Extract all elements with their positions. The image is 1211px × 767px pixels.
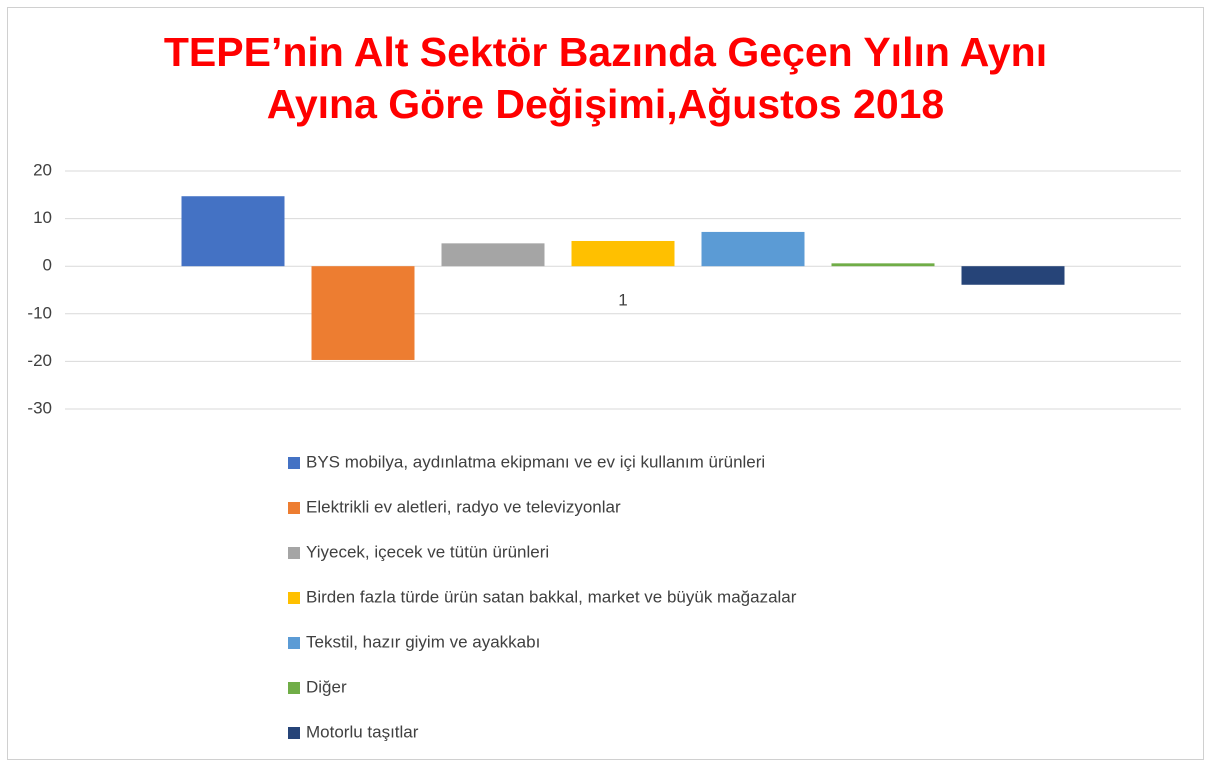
- y-tick-label: 10: [33, 208, 52, 227]
- bar: [181, 196, 285, 267]
- legend-swatch: [288, 592, 300, 604]
- legend-label: Diğer: [306, 677, 347, 696]
- bar: [701, 231, 805, 267]
- legend-label: Elektrikli ev aletleri, radyo ve televiz…: [306, 497, 621, 516]
- bar: [311, 266, 415, 360]
- y-tick-label: 20: [33, 160, 52, 179]
- y-tick-label: 0: [43, 256, 52, 275]
- legend-swatch: [288, 457, 300, 469]
- bar: [831, 263, 935, 267]
- legend-label: Birden fazla türde ürün satan bakkal, ma…: [306, 587, 797, 606]
- legend-swatch: [288, 502, 300, 514]
- legend-label: Tekstil, hazır giyim ve ayakkabı: [306, 632, 540, 651]
- legend-label: Yiyecek, içecek ve tütün ürünleri: [306, 542, 549, 561]
- y-tick-label: -10: [27, 303, 52, 322]
- legend-swatch: [288, 547, 300, 559]
- chart-border: [7, 7, 1204, 760]
- y-tick-label: -20: [27, 351, 52, 370]
- bar: [571, 240, 675, 267]
- legend-label: Motorlu taşıtlar: [306, 722, 419, 741]
- bar: [441, 243, 545, 267]
- chart-title: TEPE’nin Alt Sektör Bazında Geçen Yılın …: [163, 29, 1048, 127]
- x-tick-label: 1: [618, 290, 627, 309]
- legend-label: BYS mobilya, aydınlatma ekipmanı ve ev i…: [306, 452, 765, 471]
- bar: [961, 266, 1065, 285]
- legend-swatch: [288, 682, 300, 694]
- legend-swatch: [288, 637, 300, 649]
- legend-swatch: [288, 727, 300, 739]
- y-tick-label: -30: [27, 398, 52, 417]
